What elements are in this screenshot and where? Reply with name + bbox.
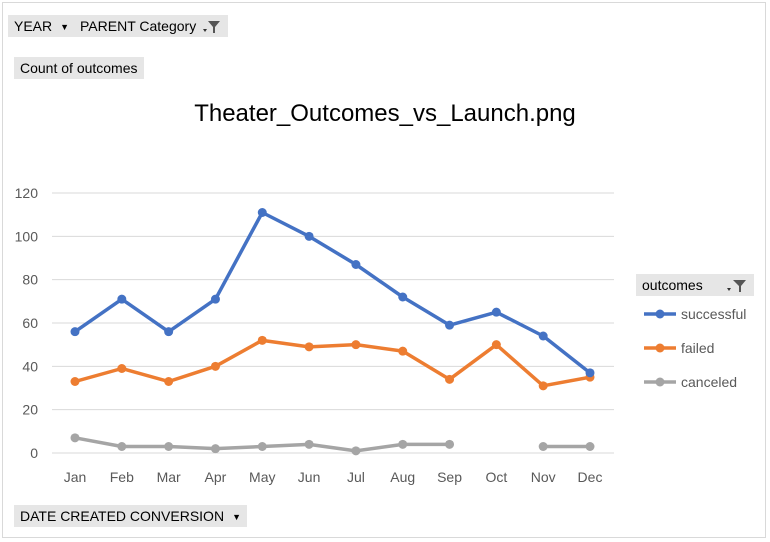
data-point-failed[interactable] [304,342,314,352]
date-created-axis-button[interactable]: DATE CREATED CONVERSION ▼ [14,505,247,527]
data-point-canceled[interactable] [445,439,455,449]
x-tick-label: Mar [157,469,181,485]
legend-label: canceled [681,374,737,390]
x-tick-label: Sep [437,469,462,485]
data-point-failed[interactable] [117,364,127,373]
x-tick-label: Oct [485,469,507,485]
data-point-canceled[interactable] [210,444,220,454]
x-tick-label: Jul [347,469,365,485]
data-point-failed[interactable] [398,346,408,356]
x-tick-label: May [249,469,275,485]
legend-marker [655,377,665,387]
data-point-successful[interactable] [164,327,174,337]
legend-item-failed[interactable]: failed [644,340,714,356]
data-point-canceled[interactable] [304,439,314,449]
x-tick-label: Feb [110,469,134,485]
legend-marker [655,309,665,319]
outcomes-legend-filter-button[interactable]: outcomes [636,274,754,296]
data-point-successful[interactable] [117,294,127,304]
data-point-canceled[interactable] [164,442,174,451]
x-tick-label: Apr [205,469,227,485]
x-tick-label: Aug [390,469,415,485]
data-point-canceled[interactable] [257,442,267,451]
data-point-successful[interactable] [538,331,548,341]
y-axis-ticks: 0 20 40 60 80 100 120 [15,185,39,461]
data-point-successful[interactable] [70,327,80,337]
series-line-successful [73,210,592,375]
data-point-failed[interactable] [257,335,267,345]
filter-icon [726,277,748,299]
series-line-failed [73,338,592,388]
filter-icon [202,18,222,40]
data-point-canceled[interactable] [585,442,595,451]
x-tick-label: Jun [298,469,321,485]
gridlines [52,192,614,454]
data-point-successful[interactable] [304,231,314,241]
legend-label: successful [681,306,746,322]
legend-item-successful[interactable]: successful [644,306,746,322]
x-tick-label: Dec [578,469,603,485]
y-tick-label: 0 [30,445,38,461]
y-tick-label: 80 [22,272,38,288]
data-point-failed[interactable] [491,340,501,350]
values-field-label: Count of outcomes [20,60,138,76]
values-field-button[interactable]: Count of outcomes [14,57,144,79]
series-canceled [70,433,595,456]
dropdown-arrow-icon: ▼ [60,22,70,32]
data-point-successful[interactable] [210,294,220,304]
data-point-canceled[interactable] [398,439,408,449]
data-point-successful[interactable] [398,292,408,302]
chart-title: Theater_Outcomes_vs_Launch.png [194,100,576,127]
data-point-successful[interactable] [445,320,455,330]
data-point-failed[interactable] [445,374,455,384]
data-point-successful[interactable] [491,307,501,317]
x-axis-ticks: Jan Feb Mar Apr May Jun Jul Aug Sep Oct Nov Dec [64,469,603,485]
y-tick-label: 40 [22,358,38,374]
data-point-canceled[interactable] [538,442,548,451]
date-created-label: DATE CREATED CONVERSION [20,508,225,524]
parent-category-label: PARENT Category [80,18,197,34]
series-successful [70,208,595,378]
x-tick-label: Jan [64,469,87,485]
x-tick-label: Nov [531,469,556,485]
data-point-failed[interactable] [164,377,174,386]
data-point-successful[interactable] [585,368,595,378]
data-point-successful[interactable] [257,208,267,217]
data-point-failed[interactable] [210,361,220,371]
series-failed [70,335,595,391]
data-point-canceled[interactable] [70,433,80,443]
y-tick-label: 60 [22,315,38,331]
y-tick-label: 100 [15,228,39,244]
data-point-failed[interactable] [70,377,80,386]
legend-marker [655,343,665,353]
series-lines [70,208,595,456]
year-filter-button[interactable]: YEAR ▼ [8,15,76,37]
y-tick-label: 20 [22,402,38,418]
data-point-canceled[interactable] [117,442,127,451]
data-point-successful[interactable] [351,260,361,269]
data-point-canceled[interactable] [351,446,361,456]
legend-item-canceled[interactable]: canceled [644,374,737,390]
parent-category-filter-button[interactable]: PARENT Category [74,15,229,40]
legend[interactable]: successful failed canceled [644,306,746,390]
outcomes-label: outcomes [642,277,703,293]
data-point-failed[interactable] [538,381,548,391]
dropdown-arrow-icon: ▼ [232,512,241,522]
legend-label: failed [681,340,714,356]
data-point-failed[interactable] [351,340,361,350]
year-filter-label: YEAR [14,18,53,34]
y-tick-label: 120 [15,185,39,201]
